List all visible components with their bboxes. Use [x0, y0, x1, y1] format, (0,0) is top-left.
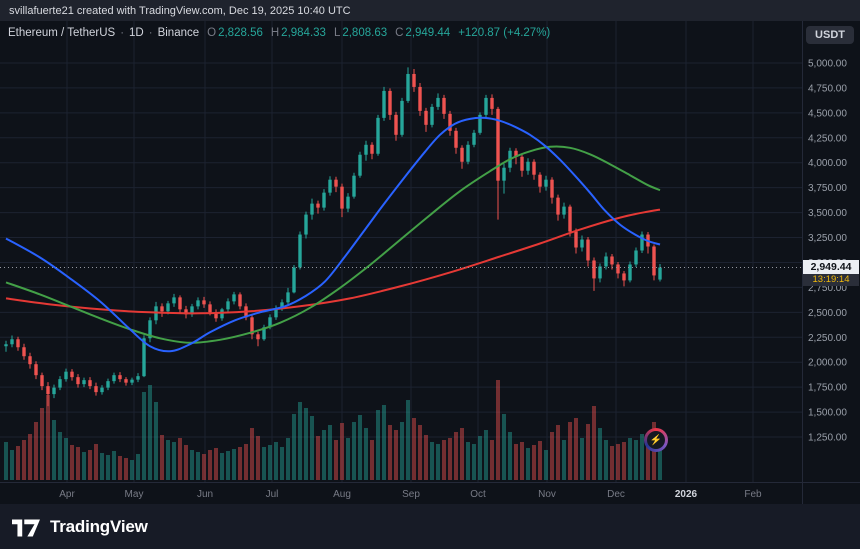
price-axis[interactable]: 5,000.00 4,750.00 4,500.00 4,250.00 4,000.00…: [808, 59, 847, 444]
interval-label[interactable]: 1D: [129, 27, 144, 39]
svg-text:Nov: Nov: [538, 489, 556, 500]
open-value: 2,828.56: [218, 27, 263, 39]
candles-layer[interactable]: [4, 67, 662, 407]
svg-text:2,750.00: 2,750.00: [808, 283, 847, 294]
lightning-icon: ⚡: [647, 431, 665, 449]
svg-text:4,750.00: 4,750.00: [808, 83, 847, 94]
tradingview-logo-icon: [12, 519, 40, 537]
svg-text:5,000.00: 5,000.00: [808, 59, 847, 70]
symbol-name[interactable]: Ethereum / TetherUS: [8, 27, 116, 39]
svg-text:Dec: Dec: [607, 489, 625, 500]
exchange-label: Binance: [157, 27, 200, 39]
svg-text:2,000.00: 2,000.00: [808, 358, 847, 369]
open-label: O: [207, 27, 217, 39]
svg-text:1,750.00: 1,750.00: [808, 383, 847, 394]
tradingview-brand-text: TradingView: [50, 516, 148, 536]
grid-lines: [0, 21, 802, 482]
flash-event-icon[interactable]: ⚡: [644, 428, 668, 452]
price-chart[interactable]: 5,000.00 4,750.00 4,500.00 4,250.00 4,000.00…: [0, 21, 860, 504]
svg-text:Jul: Jul: [266, 489, 279, 500]
ma-slow-line[interactable]: [5, 208, 661, 315]
volume-layer[interactable]: [4, 380, 662, 480]
svg-text:3,750.00: 3,750.00: [808, 183, 847, 194]
footer-bar: TradingView: [0, 504, 860, 549]
svg-text:2,250.00: 2,250.00: [808, 333, 847, 344]
high-label: H: [270, 27, 280, 39]
tradingview-logo[interactable]: TradingView: [12, 517, 148, 537]
high-value: 2,984.33: [281, 27, 326, 39]
chart-area[interactable]: 5,000.00 4,750.00 4,500.00 4,250.00 4,000.00…: [0, 21, 860, 504]
low-value: 2,808.63: [342, 27, 388, 39]
svg-text:4,500.00: 4,500.00: [808, 108, 847, 119]
close-value: 2,949.44: [405, 27, 451, 39]
svg-text:1,250.00: 1,250.00: [808, 433, 847, 444]
svg-text:Feb: Feb: [744, 489, 762, 500]
attribution-text: svillafuerte21 created with TradingView.…: [9, 4, 351, 17]
symbol-info-bar: Ethereum / TetherUS · 1D · Binance O 2,8…: [8, 27, 550, 39]
ma-fast-line[interactable]: [5, 116, 661, 353]
svg-text:Aug: Aug: [333, 489, 351, 500]
svg-text:4,000.00: 4,000.00: [808, 158, 847, 169]
separator-dot: ·: [120, 27, 125, 39]
svg-text:4,250.00: 4,250.00: [808, 133, 847, 144]
time-axis[interactable]: Apr May Jun Jul Aug Sep Oct Nov Dec 2026 Feb: [59, 489, 762, 500]
close-label: C: [395, 27, 404, 39]
last-price-value: 2,949.44: [803, 260, 859, 274]
svg-text:Apr: Apr: [59, 489, 75, 500]
quote-currency-button[interactable]: USDT: [806, 26, 854, 44]
separator-dot: ·: [148, 27, 153, 39]
svg-text:1,500.00: 1,500.00: [808, 408, 847, 419]
svg-text:Oct: Oct: [470, 489, 486, 500]
svg-text:Jun: Jun: [197, 489, 213, 500]
svg-text:3,250.00: 3,250.00: [808, 233, 847, 244]
svg-text:May: May: [125, 489, 144, 500]
low-label: L: [333, 27, 341, 39]
svg-text:Sep: Sep: [402, 489, 420, 500]
change-value: +120.87 (+4.27%): [458, 27, 551, 39]
svg-text:3,500.00: 3,500.00: [808, 208, 847, 219]
attribution-bar: svillafuerte21 created with TradingView.…: [0, 0, 860, 21]
svg-text:2,500.00: 2,500.00: [808, 308, 847, 319]
bar-countdown: 13:19:14: [803, 274, 859, 286]
svg-text:2026: 2026: [675, 489, 698, 500]
ma-mid-line[interactable]: [5, 145, 661, 344]
last-price-label: 2,949.44 13:19:14: [803, 260, 859, 286]
